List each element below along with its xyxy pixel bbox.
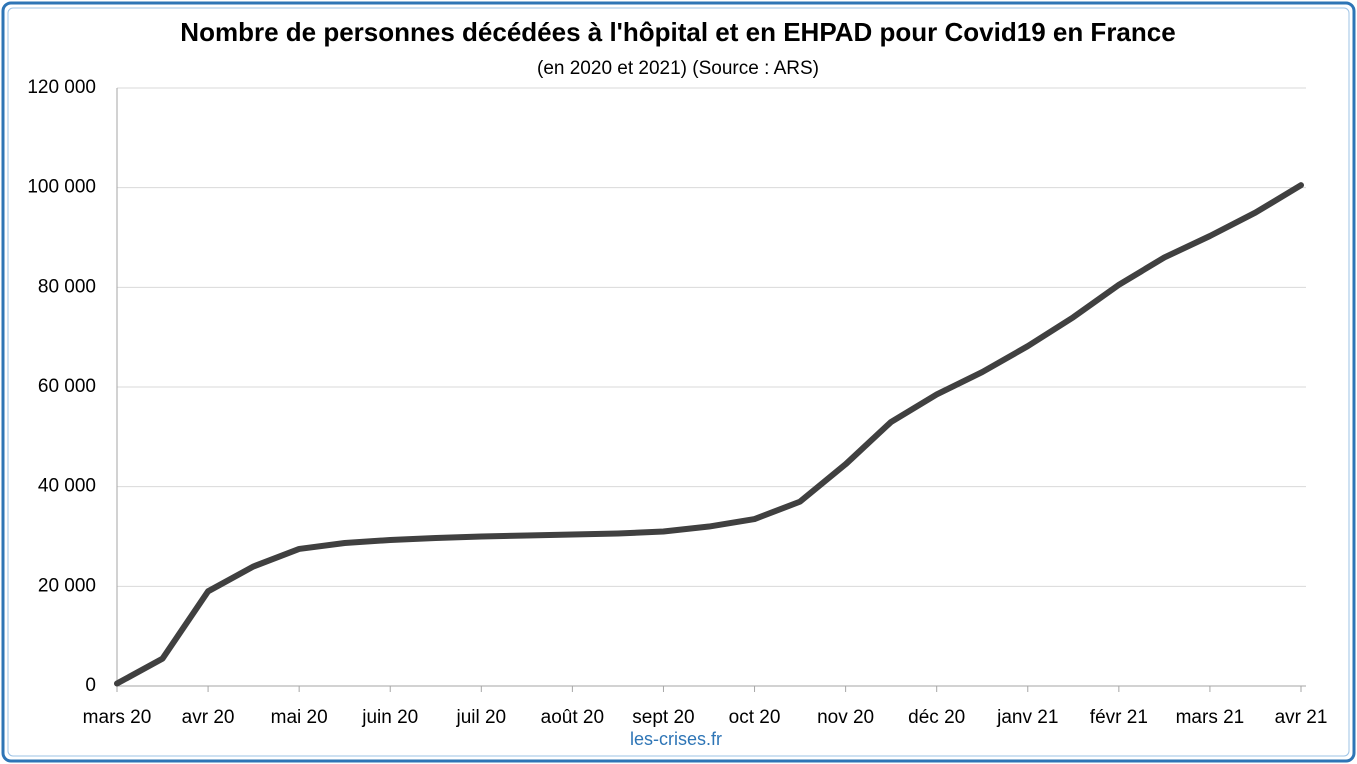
chart-title: Nombre de personnes décédées à l'hôpital… [180,17,1175,47]
y-tick-label: 100 000 [27,177,96,198]
x-tick-label: juin 20 [361,707,418,728]
y-tick-label: 80 000 [38,276,96,297]
x-tick-label: avr 20 [182,707,235,728]
source: les-crises.fr [630,729,722,749]
x-tick-label: mars 21 [1176,707,1245,728]
x-tick-label: oct 20 [729,707,781,728]
y-tick-label: 20 000 [38,575,96,596]
x-tick-label: mai 20 [271,707,328,728]
chart-subtitle: (en 2020 et 2021) (Source : ARS) [537,58,819,79]
x-tick-label: août 20 [541,707,604,728]
x-tick-label: mars 20 [83,707,152,728]
y-tick-label: 120 000 [27,77,96,98]
x-tick-label: juil 20 [455,707,506,728]
x-tick-label: févr 21 [1090,707,1148,728]
y-tick-label: 0 [85,675,96,696]
x-tick-label: déc 20 [908,707,965,728]
y-tick-label: 40 000 [38,476,96,497]
line-series [114,182,1304,687]
x-tick-label: nov 20 [817,707,874,728]
x-tick-label: janv 21 [996,707,1058,728]
y-tick-label: 60 000 [38,376,96,397]
inner-frame [7,7,1350,757]
x-tick-label: avr 21 [1275,707,1328,728]
x-tick-label: sept 20 [632,707,694,728]
